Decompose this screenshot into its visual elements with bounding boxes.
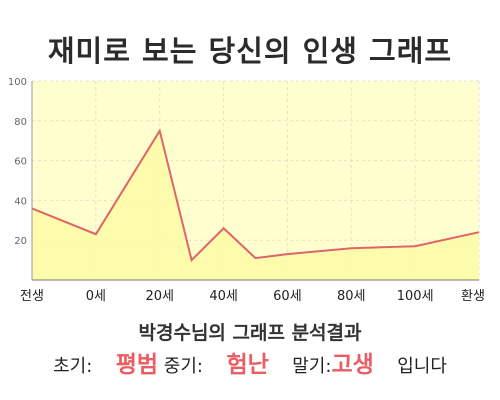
series-line — [31, 128, 480, 263]
x-tick-label: 20세 — [145, 289, 174, 304]
y-tick-label: 20 — [14, 236, 27, 247]
x-tick-label: 60세 — [273, 289, 302, 304]
x-tick-label: 40세 — [209, 289, 238, 304]
page-title: 재미로 보는 당신의 인생 그래프 — [47, 34, 453, 68]
y-tick-label: 80 — [14, 117, 27, 128]
analysis-title: 박경수님의 그래프 분석결과 — [138, 322, 362, 344]
x-tick-labels: 전생 0세 20세 40세 60세 80세 100세 환생 — [20, 289, 485, 304]
late-value: 고생 — [331, 352, 374, 378]
early-label: 초기: — [53, 356, 93, 377]
y-tick-label: 100 — [8, 77, 27, 88]
area-fill — [32, 130, 479, 280]
x-tick-label: 전생 — [20, 289, 44, 304]
x-tick-label: 100세 — [397, 289, 434, 304]
y-tick-label: 60 — [14, 157, 27, 168]
mid-value: 험난 — [226, 352, 269, 378]
y-tick-labels: 20 40 60 80 100 — [8, 77, 27, 247]
suffix-text: 입니다 — [397, 356, 447, 377]
x-tick-label: 환생 — [461, 289, 485, 304]
x-tick-label: 80세 — [337, 289, 366, 304]
mid-label: 중기: — [163, 356, 203, 377]
late-label: 말기: — [292, 356, 332, 377]
x-tick-label: 0세 — [86, 289, 106, 304]
y-tick-label: 40 — [14, 196, 27, 207]
analysis-summary: 초기: 평범 중기: 험난 말기:고생 입니다 — [0, 345, 500, 379]
early-value: 평범 — [115, 352, 159, 378]
